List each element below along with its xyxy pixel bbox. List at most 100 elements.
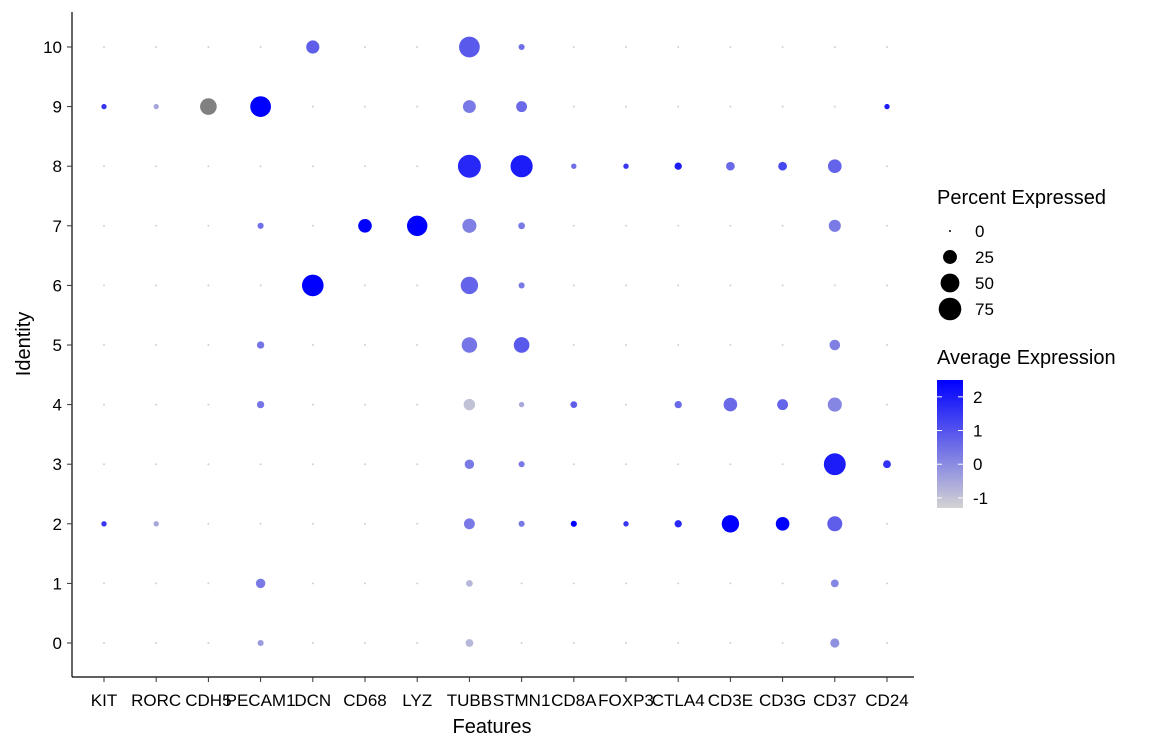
dot-tubb-4 [463,398,476,411]
dot-cdh5-10 [207,46,210,48]
dot-foxp3-5 [625,344,627,346]
dot-cd37-0 [830,638,840,648]
dot-cd68-7 [358,218,372,233]
dot-dcn-9 [311,105,314,108]
dot-cdh5-4 [207,403,210,406]
dot-cd24-10 [886,46,888,48]
dot-cd24-3 [883,460,891,469]
dot-cd3e-4 [723,397,738,412]
dot-dcn-7 [311,224,314,227]
dot-cd24-5 [886,344,888,346]
dot-cd68-10 [364,46,366,48]
dot-cd3e-7 [729,224,732,227]
dot-tubb-5 [461,337,478,353]
dot-stmn1-7 [518,222,525,230]
dot-cdh5-5 [207,344,210,346]
dot-lyz-2 [416,522,419,525]
dot-foxp3-2 [623,521,629,527]
dot-dcn-1 [311,582,314,585]
x-tick-label: STMN1 [493,691,551,710]
dot-ctla4-9 [677,105,680,108]
x-tick-label: CD68 [343,691,386,710]
size-legend-label: 75 [975,300,994,319]
dot-cdh5-9 [200,98,217,115]
dot-tubb-7 [462,218,477,233]
dot-cd68-6 [364,284,366,287]
dot-foxp3-7 [625,224,627,227]
dot-cd3g-10 [781,46,784,48]
dot-dcn-8 [311,165,314,168]
dot-cd8a-6 [572,284,575,287]
x-tick-label: FOXP3 [598,691,654,710]
dot-kit-10 [103,46,105,48]
y-tick-label: 8 [53,157,62,176]
dot-cd37-5 [829,339,841,351]
dot-dcn-3 [311,463,314,466]
dot-cd37-6 [833,284,836,287]
dot-tubb-3 [464,459,475,469]
dot-rorc-5 [155,344,158,346]
y-tick-label: 3 [53,455,62,474]
dot-foxp3-6 [625,284,627,287]
size-legend-key [943,250,957,264]
dot-cd68-8 [364,165,366,168]
dot-lyz-1 [416,582,419,585]
dot-cd68-1 [364,582,366,585]
dot-cd3e-10 [729,46,732,48]
dot-ctla4-6 [677,284,680,287]
dot-cd24-8 [886,165,888,168]
dot-rorc-3 [155,463,158,466]
dot-tubb-9 [462,100,476,114]
dot-rorc-7 [155,224,158,227]
dot-cd24-1 [886,582,888,585]
legend: Percent Expressed 0 25 50 75 Average Expressi… [937,187,1116,508]
dot-kit-8 [103,165,105,168]
x-tick-label: PECAM1 [226,691,296,710]
x-tick-label: DCN [294,691,331,710]
y-tick-label: 1 [53,574,62,593]
dot-stmn1-5 [513,337,530,353]
dot-cd37-8 [827,159,842,174]
dot-cd8a-3 [572,463,575,466]
y-tick-label: 4 [53,396,62,415]
x-axis-label: Features [453,716,532,738]
dot-kit-1 [103,582,105,585]
dot-rorc-6 [155,284,158,287]
dot-pecam1-6 [259,284,262,287]
x-tick-label: CD3G [759,691,806,710]
dot-cd37-1 [830,579,839,588]
dot-cd3g-5 [781,344,784,346]
dot-cd3e-2 [721,515,740,533]
y-tick-label: 9 [53,98,62,117]
dot-cd3e-3 [729,463,732,466]
dot-tubb-10 [459,36,480,58]
size-legend-key [949,230,951,232]
dot-stmn1-9 [516,101,528,113]
dot-foxp3-3 [625,463,627,466]
size-legend-label: 0 [975,222,984,241]
dot-tubb-6 [460,276,479,295]
dot-dcn-4 [311,403,314,406]
x-tick-label: CTLA4 [652,691,705,710]
dot-cd3e-9 [729,105,732,108]
dot-cd68-9 [364,105,366,108]
dot-ctla4-10 [677,46,680,48]
dot-cd3g-7 [781,224,784,227]
x-tick-label: RORC [131,691,181,710]
dot-cd68-0 [364,642,366,644]
x-tick-label: CD37 [813,691,856,710]
color-legend-title: Average Expression [937,347,1116,369]
x-tick-label: LYZ [402,691,432,710]
dot-lyz-3 [416,463,419,466]
dot-cd8a-8 [571,163,577,169]
dot-kit-9 [101,103,107,110]
x-tick-label: CDH5 [185,691,231,710]
dot-stmn1-0 [520,642,523,644]
dot-ctla4-0 [677,642,680,644]
dot-cdh5-6 [207,284,210,287]
dot-dcn-5 [311,344,314,346]
color-legend-label: 1 [973,422,982,441]
dot-pecam1-4 [256,400,265,409]
